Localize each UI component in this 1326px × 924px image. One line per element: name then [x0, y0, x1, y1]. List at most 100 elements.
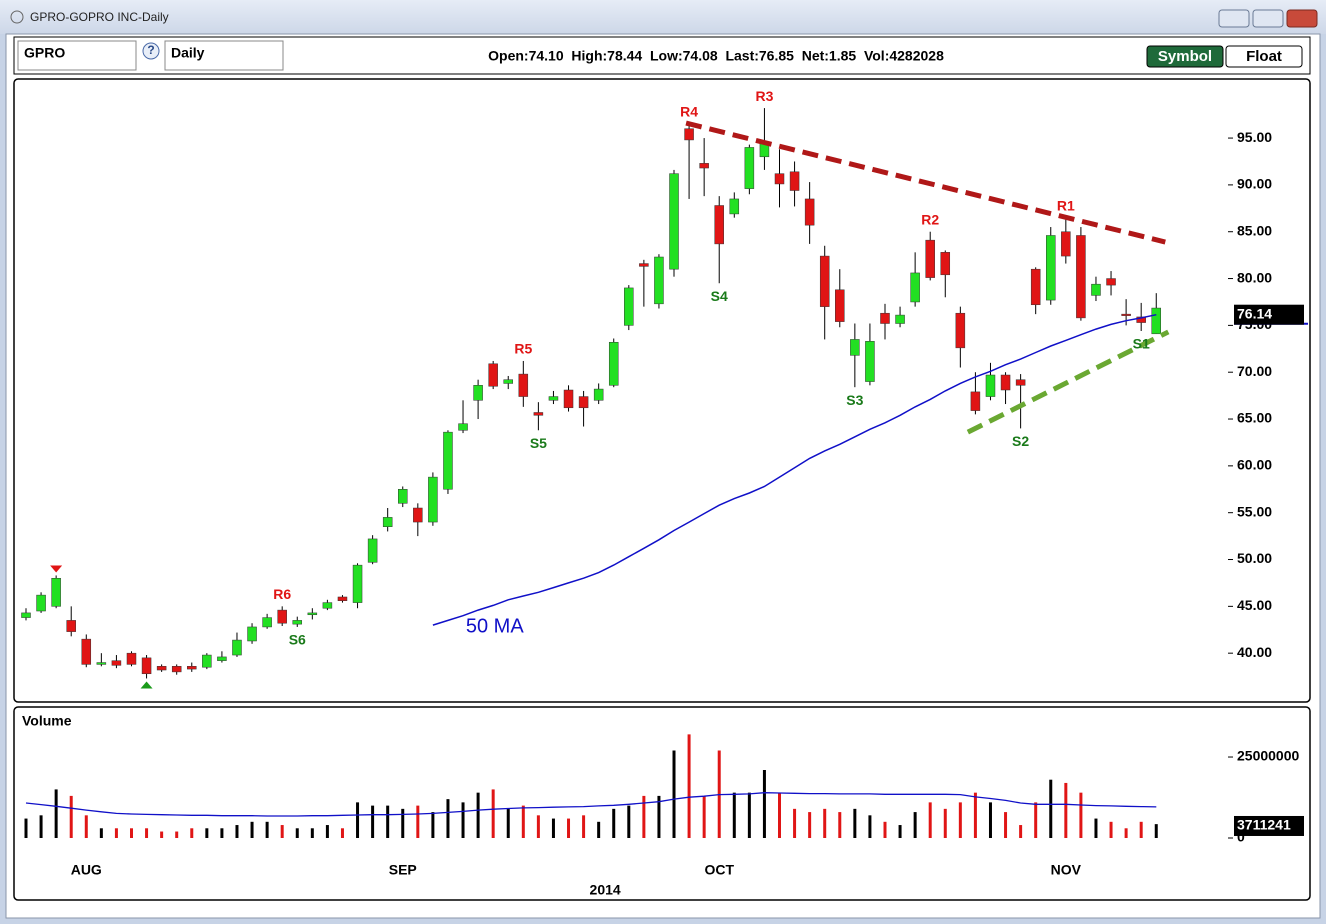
- y-tick-label: 55.00: [1237, 503, 1272, 519]
- candle-body: [624, 287, 634, 326]
- level-annotation: S3: [846, 392, 863, 408]
- candle-body: [789, 171, 800, 191]
- level-annotation: R6: [273, 586, 291, 602]
- float-button[interactable]: [1225, 45, 1303, 68]
- candle-body: [819, 255, 830, 307]
- volume-average-line: [25, 792, 1157, 817]
- candle-body: [247, 626, 257, 642]
- candle-body: [1046, 235, 1056, 301]
- candle-body: [262, 617, 272, 628]
- candle-body: [292, 620, 303, 625]
- window-title: GPRO-GOPRO INC-Daily: [30, 10, 169, 24]
- level-annotation: S5: [530, 435, 547, 451]
- symbol-text: GPRO: [24, 45, 65, 61]
- level-annotation: S2: [1012, 433, 1029, 449]
- candle-body: [51, 577, 61, 607]
- help-text: ?: [147, 43, 154, 57]
- y-tick-label: 40.00: [1237, 644, 1272, 660]
- level-annotation: R2: [921, 211, 939, 227]
- candle-body: [910, 272, 920, 303]
- close-button[interactable]: [1286, 9, 1318, 28]
- candle-body: [608, 341, 619, 386]
- level-annotation: S4: [711, 288, 728, 304]
- trendline: [685, 120, 1166, 245]
- candle-body: [1106, 278, 1116, 286]
- candle-body: [1030, 268, 1041, 306]
- candle-body: [744, 147, 755, 189]
- quote-text: Open:74.10 High:78.44 Low:74.08 Last:76.…: [488, 48, 944, 64]
- y-tick-label: 25000000: [1237, 748, 1300, 764]
- candle-body: [804, 198, 815, 226]
- level-annotation: R4: [680, 104, 698, 120]
- y-tick-label: 95.00: [1237, 129, 1272, 145]
- float-button-text: Float: [1246, 48, 1282, 65]
- y-tick-label: 85.00: [1237, 222, 1272, 238]
- plot: 40.0045.0050.0055.0060.0065.0070.0075.00…: [21, 88, 1308, 898]
- app-icon: [10, 10, 24, 24]
- candle-body: [187, 666, 197, 670]
- candle-body: [367, 538, 378, 563]
- minimize-button[interactable]: [1218, 9, 1250, 28]
- candle-body: [202, 654, 212, 668]
- candle-body: [382, 517, 393, 527]
- y-tick-label: 50.00: [1237, 550, 1272, 566]
- candle-body: [729, 198, 740, 215]
- candle-body: [1000, 374, 1011, 391]
- candle-body: [714, 205, 724, 245]
- candle-body: [1121, 313, 1131, 316]
- candle-body: [277, 609, 287, 624]
- trendline: [966, 329, 1170, 435]
- y-tick-label: 90.00: [1237, 176, 1272, 192]
- candle-body: [895, 314, 905, 324]
- candle-body: [654, 256, 664, 305]
- signal-marker: [50, 565, 63, 573]
- symbol-input[interactable]: [17, 40, 137, 71]
- period-text: Daily: [171, 45, 205, 61]
- y-tick-label: 0: [1237, 829, 1245, 845]
- candle-body: [307, 612, 318, 616]
- y-tick-label: 80.00: [1237, 269, 1272, 285]
- candle-body: [488, 363, 498, 387]
- candle-body: [548, 396, 559, 401]
- candle-body: [473, 385, 483, 401]
- candle-body: [1076, 235, 1086, 319]
- help-button[interactable]: [142, 42, 160, 60]
- candle-body: [578, 396, 589, 409]
- candle-body: [21, 612, 31, 618]
- level-annotation: R1: [1057, 197, 1075, 213]
- x-axis-title: 2014: [590, 882, 621, 898]
- level-annotation: S6: [289, 632, 306, 648]
- candle-body: [835, 289, 845, 322]
- candle-body: [1061, 231, 1071, 257]
- candle-body: [925, 239, 935, 278]
- last-value-box: [1234, 304, 1304, 325]
- candle-body: [443, 431, 453, 490]
- level-annotation: S1: [1133, 336, 1150, 352]
- current-volume-label: 3711241: [1237, 817, 1291, 833]
- candle-body: [955, 312, 966, 349]
- maximize-button[interactable]: [1252, 9, 1284, 28]
- candle-body: [1091, 283, 1101, 296]
- candle-body: [413, 507, 423, 523]
- candle-body: [156, 666, 167, 671]
- candle-body: [639, 263, 649, 267]
- candle-body: [503, 379, 513, 384]
- signal-marker: [140, 681, 153, 689]
- volume-panel: [13, 706, 1311, 901]
- period-input[interactable]: [164, 40, 284, 71]
- candle-body: [217, 656, 227, 661]
- symbol-button-text: Symbol: [1158, 48, 1212, 65]
- candle-body: [669, 173, 679, 270]
- candle-body: [111, 660, 122, 666]
- symbol-button[interactable]: [1146, 45, 1224, 68]
- candle-body: [352, 564, 363, 603]
- candle-body: [985, 374, 996, 397]
- candle-body: [850, 339, 860, 356]
- x-tick-label: SEP: [389, 862, 417, 878]
- candle-body: [96, 662, 107, 665]
- candle-body: [593, 388, 604, 401]
- level-annotation: R5: [514, 341, 532, 357]
- panel-title: Volume: [22, 713, 72, 729]
- y-tick-label: 60.00: [1237, 457, 1272, 473]
